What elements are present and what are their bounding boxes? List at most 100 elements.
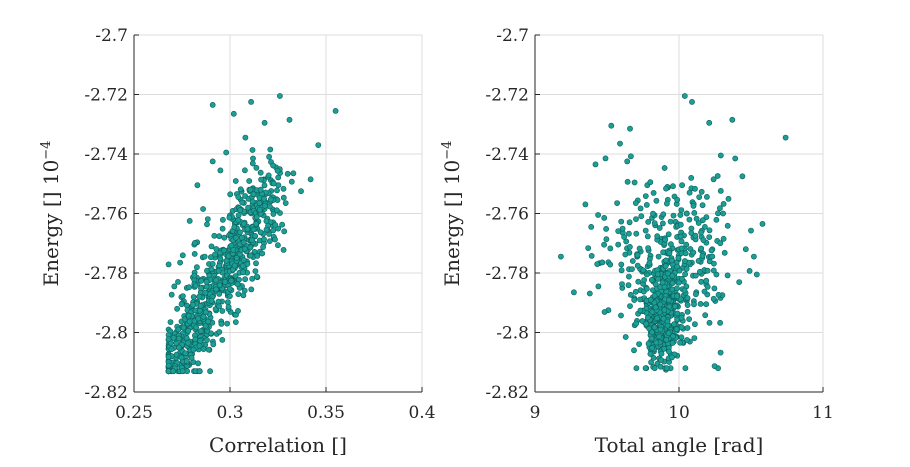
- scatter-point: [250, 226, 257, 233]
- y-axis-exponent: −4: [39, 141, 54, 160]
- scatter-point: [637, 296, 643, 303]
- scatter-point: [202, 323, 209, 329]
- y-tick-label: -2.82: [84, 383, 128, 403]
- scatter-point: [235, 307, 241, 314]
- scatter-point: [200, 313, 207, 320]
- scatter-point: [175, 335, 182, 342]
- scatter-point: [715, 210, 721, 217]
- scatter-point: [261, 195, 267, 202]
- scatter-point: [209, 260, 216, 267]
- scatter-point: [200, 206, 206, 212]
- scatter-point: [698, 188, 705, 195]
- scatter-point: [219, 308, 226, 314]
- scatter-point: [732, 155, 739, 162]
- scatter-point: [713, 216, 720, 223]
- scatter-point: [692, 185, 698, 192]
- scatter-point: [668, 241, 674, 248]
- scatter-point: [266, 153, 272, 160]
- scatter-point: [284, 170, 291, 177]
- scatter-point: [270, 211, 277, 217]
- scatter-point: [168, 346, 175, 353]
- y-tick-label: -2.78: [84, 264, 128, 284]
- scatter-point: [615, 241, 622, 248]
- scatter-point: [671, 321, 677, 328]
- scatter-point: [693, 215, 700, 222]
- scatter-point: [204, 216, 211, 222]
- scatter-point: [697, 268, 703, 275]
- scatter-point: [645, 340, 652, 347]
- scatter-point: [618, 267, 625, 274]
- scatter-point: [653, 197, 660, 204]
- scatter-point: [263, 218, 270, 224]
- scatter-point: [678, 324, 685, 331]
- scatter-point: [601, 241, 607, 248]
- scatter-point: [677, 233, 684, 240]
- scatter-point: [684, 325, 691, 331]
- x-tick-label: 10: [668, 403, 690, 423]
- scatter-point: [715, 291, 722, 298]
- scatter-point: [165, 362, 172, 369]
- scatter-point: [668, 257, 675, 264]
- scatter-point: [633, 230, 640, 237]
- scatter-point: [691, 209, 698, 216]
- scatter-point: [234, 281, 241, 288]
- scatter-point: [259, 250, 266, 257]
- scatter-point: [720, 210, 726, 217]
- scatter-point: [588, 252, 595, 259]
- scatter-point: [729, 116, 736, 123]
- scatter-point: [710, 295, 717, 302]
- scatter-point: [248, 99, 254, 105]
- scatter-point: [682, 250, 689, 257]
- scatter-point: [258, 176, 264, 183]
- scatter-point: [216, 233, 223, 240]
- scatter-point: [619, 281, 625, 287]
- scatter-point: [266, 238, 273, 244]
- scatter-point: [282, 200, 289, 206]
- scatter-point: [655, 276, 661, 282]
- scatter-point: [190, 294, 197, 300]
- scatter-point: [216, 329, 223, 335]
- scatter-point: [332, 108, 339, 114]
- scatter-point: [178, 354, 185, 361]
- scatter-point: [674, 196, 681, 203]
- scatter-point: [240, 220, 247, 227]
- scatter-point: [315, 142, 322, 148]
- chart-correlation-vs-energy: 0.25 0.3 0.35 0.4 -2.82 -2.8 -2.78 -2.76 -2.74 -2…: [39, 26, 436, 457]
- scatter-point: [242, 276, 248, 283]
- scatter-point: [629, 266, 635, 272]
- scatter-point: [188, 354, 195, 361]
- scatter-point: [636, 245, 643, 252]
- scatter-point: [588, 223, 595, 230]
- scatter-point: [558, 253, 564, 260]
- scatter-point: [208, 266, 215, 273]
- scatter-point: [739, 173, 746, 180]
- scatter-point: [216, 282, 223, 289]
- scatter-point: [257, 169, 264, 176]
- scatter-point: [244, 261, 251, 267]
- scatter-point: [660, 249, 666, 256]
- scatter-point: [244, 226, 251, 232]
- scatter-point: [586, 290, 593, 297]
- scatter-point: [209, 102, 216, 108]
- scatter-point: [666, 250, 673, 256]
- scatter-point: [225, 303, 232, 310]
- scatter-point: [252, 232, 258, 239]
- scatter-point: [663, 185, 669, 192]
- scatter-point: [267, 146, 274, 153]
- scatter-point: [196, 307, 203, 314]
- scatter-point: [281, 228, 288, 235]
- scatter-point: [626, 219, 633, 226]
- scatter-point: [660, 315, 667, 322]
- scatter-point: [692, 321, 698, 328]
- scatter-point: [222, 278, 228, 285]
- scatter-point: [670, 212, 677, 219]
- scatter-point: [711, 285, 718, 292]
- scatter-point: [592, 161, 599, 168]
- scatter-point: [710, 267, 717, 274]
- scatter-point: [618, 312, 624, 319]
- scatter-point: [179, 252, 186, 259]
- scatter-point: [678, 334, 685, 341]
- scatter-point: [252, 268, 259, 274]
- scatter-point: [213, 286, 220, 293]
- scatter-point: [213, 246, 220, 252]
